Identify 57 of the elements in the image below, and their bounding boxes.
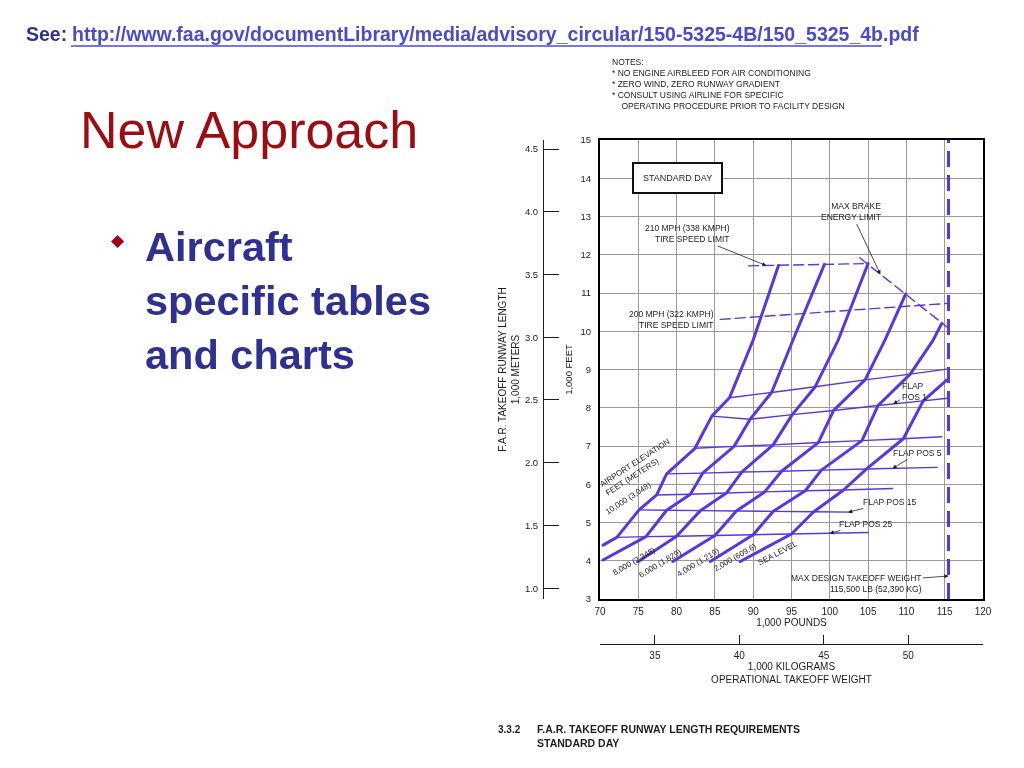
x-tick-label: 95 [785, 606, 798, 617]
y2-tick-label: 4.0 [524, 206, 539, 218]
text: See: [26, 23, 68, 45]
y-tick-label: 6 [585, 478, 592, 490]
y2-tick-label: 4.5 [524, 143, 539, 155]
y-tick-label: 13 [580, 210, 592, 222]
annotation: STANDARD DAY [643, 173, 713, 183]
y2-tick-label: 1.0 [524, 582, 539, 594]
x2-tick-label: 50 [902, 650, 915, 661]
y2-tick-label: 2.0 [524, 457, 539, 469]
x-tick-label: 80 [671, 606, 683, 617]
y-tick-label: 11 [581, 287, 592, 299]
text: NOTES: * NO ENGINE AIRBLEED FOR AIR CONDITIONING * ZERO WIND, ZERO RUNWAY GRADIENT * CONSULT USING AIRLINE FOR SPECIFIC OPERATING PROCEDURE PRIOR TO FACILITY DESIGN [612, 57, 845, 112]
ref-line-label: MAX DESIGN TAKEOFF WEIGHT 115,500 LB (52,390 KG) [791, 573, 922, 595]
x-tick-label: 70 [594, 606, 606, 617]
y2-tick-label: 3.0 [524, 331, 539, 343]
y-tick-label: 12 [580, 249, 592, 261]
y-axis-title: 1,000 FEET [563, 343, 575, 395]
y-tick-label: 5 [585, 516, 592, 528]
series-label: FLAP POS 1 [902, 381, 928, 403]
text: MAX BRAKE ENERGY LIMIT [821, 201, 882, 223]
y2-tick-label: 1.5 [524, 519, 539, 531]
x-tick-label: 100 [821, 606, 839, 617]
text: http://www.faa.gov/documentLibrary/media/advisory_circular/150-5325-4B/150_5325_4b.pdf [72, 23, 920, 45]
x-tick-label: 75 [632, 606, 645, 617]
series-label: FLAP POS 25 [839, 519, 893, 529]
y2-tick-label: 3.5 [524, 268, 539, 280]
x2-tick-label: 45 [818, 650, 830, 661]
x-axis-title: 1,000 POUNDS [756, 617, 828, 628]
y-tick-label: 3 [585, 593, 592, 605]
y-tick-label: 14 [580, 172, 592, 184]
x2-tick-label: 40 [733, 650, 746, 661]
series-label: FLAP POS 5 [893, 448, 942, 458]
x-tick-label: 105 [859, 606, 877, 617]
y-tick-label: 7 [585, 440, 592, 452]
y-tick-label: 8 [585, 402, 592, 414]
y-tick-label: 15 [580, 134, 592, 146]
series-label: FLAP POS 15 [863, 497, 917, 507]
x2-tick-label: 35 [649, 650, 661, 661]
x-tick-label: 115 [936, 606, 954, 617]
x-tick-label: 120 [974, 606, 992, 617]
x-tick-label: 85 [709, 606, 721, 617]
y-tick-label: 10 [580, 325, 592, 337]
y-tick-label: 9 [585, 363, 592, 375]
y-tick-label: 4 [585, 555, 592, 567]
series-label: 200 MPH (322 KMPH) TIRE SPEED LIMIT [629, 309, 714, 331]
x-tick-label: 90 [747, 606, 760, 617]
y2-tick-label: 2.5 [524, 394, 539, 406]
x2-axis-title: 1,000 KILOGRAMS OPERATIONAL TAKEOFF WEIGHT [711, 661, 872, 685]
text: F.A.R. TAKEOFF RUNWAY LENGTH REQUIREMENTS STANDARD DAY [537, 723, 800, 749]
text: ◆ [111, 230, 125, 250]
text: 3.3.2 [498, 724, 521, 735]
text: 210 MPH (338 KMPH) TIRE SPEED LIMIT [645, 223, 730, 245]
text: Aircraft specific tables and charts [145, 223, 432, 378]
y2-axis-title: F.A.R. TAKEOFF RUNWAY LENGTH 1,000 METERS [496, 287, 521, 452]
x-tick-label: 110 [898, 606, 915, 617]
chart-title: New Approach [80, 101, 419, 160]
